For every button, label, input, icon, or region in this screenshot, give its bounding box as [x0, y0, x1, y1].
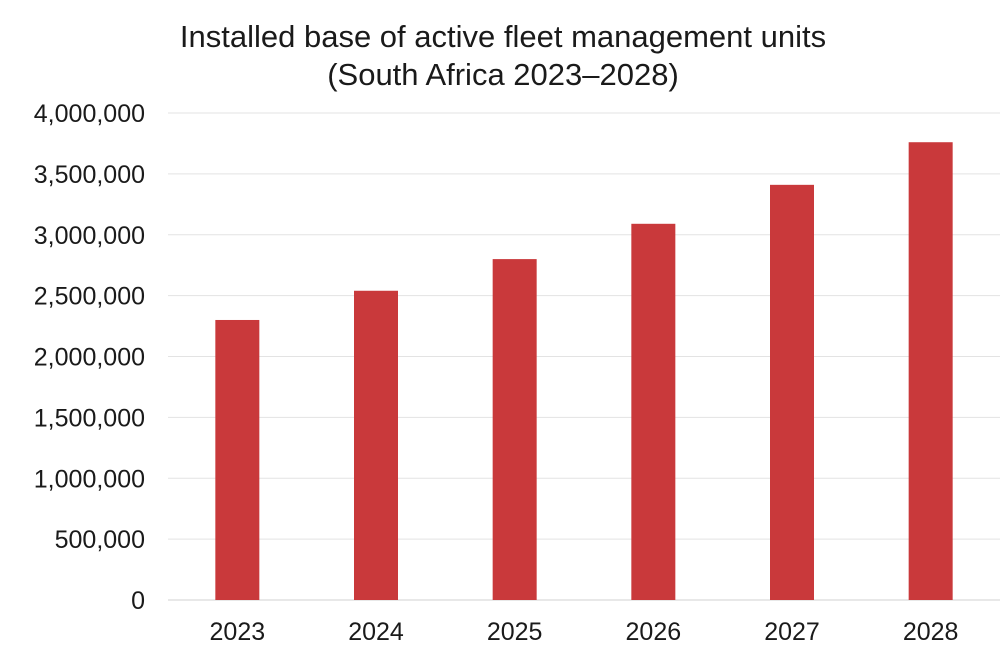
bar [215, 319, 260, 600]
x-tick-label: 2027 [764, 618, 820, 646]
bars [215, 142, 953, 601]
x-tick-label: 2026 [626, 618, 682, 646]
x-tick-label: 2028 [903, 618, 959, 646]
bar [492, 259, 537, 600]
y-axis-ticks: 0 500,000 1,000,000 1,500,000 2,000,000 2,500… [34, 100, 145, 615]
y-tick-label: 3,000,000 [34, 222, 145, 250]
bar [770, 184, 814, 600]
bar [354, 290, 398, 600]
y-tick-label: 1,000,000 [34, 465, 145, 493]
x-axis-ticks: 2023 2024 2025 2026 2027 2028 [210, 618, 959, 646]
x-tick-label: 2025 [487, 618, 543, 646]
x-tick-label: 2023 [210, 618, 266, 646]
y-tick-label: 1,500,000 [34, 404, 145, 432]
bar [631, 223, 676, 601]
gridlines [168, 112, 1000, 601]
y-tick-label: 2,500,000 [34, 283, 145, 311]
chart-title: Installed base of active fleet managemen… [180, 19, 826, 92]
y-tick-label: 500,000 [55, 526, 145, 554]
y-tick-label: 3,500,000 [34, 161, 145, 189]
y-tick-label: 0 [131, 587, 145, 615]
y-tick-label: 2,000,000 [34, 344, 145, 372]
chart-title-line-1: Installed base of active fleet managemen… [180, 19, 826, 54]
x-tick-label: 2024 [348, 618, 404, 646]
chart-title-line-2: (South Africa 2023–2028) [327, 57, 679, 92]
bar [908, 142, 953, 600]
y-tick-label: 4,000,000 [34, 100, 145, 128]
